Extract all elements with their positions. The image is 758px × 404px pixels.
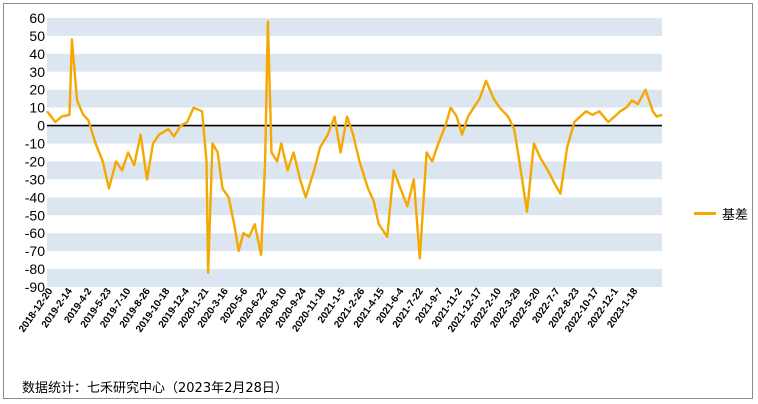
y-tick-label: 0 xyxy=(37,118,45,134)
band xyxy=(47,18,662,36)
y-tick-label: 50 xyxy=(29,28,45,44)
band xyxy=(47,215,662,234)
band xyxy=(47,197,662,216)
background-bands xyxy=(47,18,662,287)
y-tick-label: 60 xyxy=(29,10,45,26)
legend: 基差 xyxy=(694,204,748,223)
band xyxy=(47,269,662,287)
y-tick-label: 30 xyxy=(29,64,45,80)
y-tick-label: 20 xyxy=(29,82,45,98)
y-tick-label: 40 xyxy=(29,46,45,62)
y-tick-label: -10 xyxy=(25,136,45,152)
band xyxy=(47,53,662,72)
band xyxy=(47,161,662,180)
y-tick-label: 10 xyxy=(29,100,45,116)
basis-line-chart: 60 50 40 30 20 10 0 -10-20 -30 -40 -50 -60 -70 -80 -90… xyxy=(17,10,663,335)
band xyxy=(47,143,662,162)
chart-frame: 60 50 40 30 20 10 0 -10 -20 -30 -40 -50 -60 -70 -80 -90… xyxy=(3,3,753,399)
y-tick-label: -60 xyxy=(25,225,45,241)
y-tick-label: -80 xyxy=(25,261,45,277)
y-tick-label: -70 xyxy=(25,243,45,259)
y-tick-label: -90 xyxy=(25,279,45,295)
series-line-basis xyxy=(46,20,663,274)
legend-swatch xyxy=(694,212,716,215)
band xyxy=(47,233,662,252)
x-axis-tick-labels: 2018-12-202019-2-142019-4-22019-5-232019… xyxy=(17,286,641,335)
y-tick-label: -40 xyxy=(25,189,45,205)
band xyxy=(47,251,662,270)
y-axis-tick-labels: 60 50 40 30 20 10 0 -10-20 -30 -40 -50 -60 -70 -80 -90 xyxy=(25,10,45,295)
band xyxy=(47,107,662,126)
y-tick-label: -30 xyxy=(25,171,45,187)
source-note: 数据统计：七禾研究中心（2023年2月28日） xyxy=(22,381,288,396)
band xyxy=(47,125,662,144)
y-tick-label: -50 xyxy=(25,207,45,223)
band xyxy=(47,71,662,90)
band xyxy=(47,35,662,54)
band xyxy=(47,179,662,198)
y-tick-label: -20 xyxy=(25,153,45,169)
band xyxy=(47,89,662,108)
legend-label: 基差 xyxy=(722,208,749,223)
